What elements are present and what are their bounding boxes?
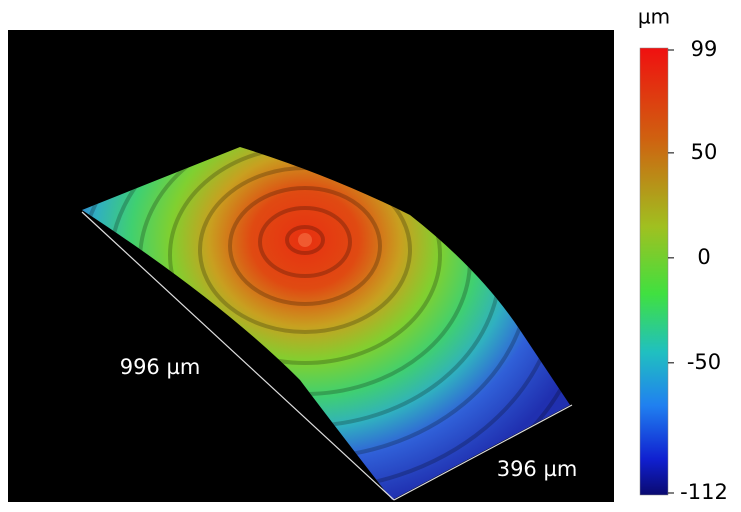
colorbar-tick-label: 0 — [697, 245, 710, 269]
colorbar-label: µm — [638, 5, 670, 29]
colorbar-tick-label: -50 — [687, 350, 721, 374]
colorbar — [640, 48, 668, 495]
y-axis-label: 396 µm — [497, 457, 578, 481]
colorbar-ticks: 99 50 0 -50 -112 — [668, 37, 728, 504]
colorbar-tick-label: 99 — [691, 37, 718, 61]
surface-chart: 996 µm 396 µm µm 99 50 0 -50 -112 — [0, 0, 741, 508]
x-axis-label: 996 µm — [120, 355, 201, 379]
colorbar-tick-label: -112 — [680, 480, 728, 504]
surface-peak — [298, 233, 312, 247]
colorbar-tick-label: 50 — [691, 140, 718, 164]
